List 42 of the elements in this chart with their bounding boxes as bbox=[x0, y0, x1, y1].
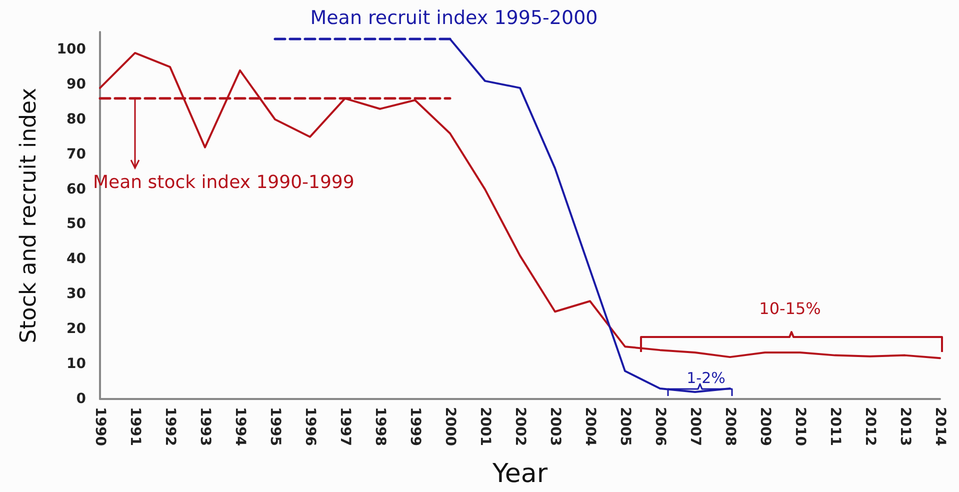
x-tick-label: 2001 bbox=[477, 407, 493, 446]
x-tick-label: 2010 bbox=[792, 407, 808, 446]
y-tick-label: 10 bbox=[66, 356, 86, 372]
x-tick-label: 1992 bbox=[162, 407, 178, 446]
y-tick-label: 0 bbox=[76, 391, 86, 407]
x-tick-label: 2008 bbox=[722, 407, 738, 446]
y-tick-label: 40 bbox=[66, 251, 86, 268]
y-tick-label: 30 bbox=[66, 286, 86, 302]
text: Mean recruit index 1995-2000 bbox=[310, 7, 598, 29]
y-tick-label: 90 bbox=[66, 76, 86, 92]
x-tick-label: 2014 bbox=[932, 407, 948, 446]
y-tick-label: 60 bbox=[66, 181, 86, 198]
y-axis-title: Stock and recruit index bbox=[16, 88, 42, 344]
y-tick-label: 100 bbox=[56, 41, 86, 58]
x-tick-label: 2011 bbox=[827, 407, 843, 446]
x-tick-label: 1997 bbox=[337, 407, 353, 446]
x-tick-label: 2007 bbox=[687, 407, 703, 446]
x-tick-label: 1990 bbox=[92, 407, 108, 446]
x-tick-label: 1999 bbox=[407, 407, 423, 446]
x-tick-label: 2005 bbox=[617, 407, 633, 446]
x-axis-title: Year bbox=[491, 459, 548, 489]
x-tick-label: 2013 bbox=[897, 407, 913, 446]
x-tick-label: 2006 bbox=[652, 407, 668, 446]
y-tick-label: 20 bbox=[66, 321, 86, 338]
x-tick-label: 1995 bbox=[267, 407, 283, 446]
x-tick-label: 1993 bbox=[197, 407, 213, 446]
x-tick-label: 2003 bbox=[547, 407, 563, 446]
x-tick-label: 2000 bbox=[442, 407, 458, 446]
x-tick-label: 1996 bbox=[302, 407, 318, 446]
x-tick-label: 1991 bbox=[127, 407, 143, 446]
annotation: Mean stock index 1990-1999 bbox=[93, 172, 354, 193]
x-tick-label: 2009 bbox=[757, 407, 773, 446]
x-tick-label: 1998 bbox=[372, 407, 388, 446]
x-tick-label: 2012 bbox=[862, 407, 878, 446]
y-tick-label: 70 bbox=[66, 146, 86, 162]
x-tick-label: 2004 bbox=[582, 407, 598, 446]
annotation: 1-2% bbox=[686, 369, 726, 387]
y-tick-label: 50 bbox=[66, 216, 86, 232]
y-tick-label: 80 bbox=[66, 111, 86, 128]
x-tick-label: 2002 bbox=[512, 407, 528, 446]
x-tick-label: 1994 bbox=[232, 407, 248, 446]
annotation: 10-15% bbox=[759, 299, 821, 318]
